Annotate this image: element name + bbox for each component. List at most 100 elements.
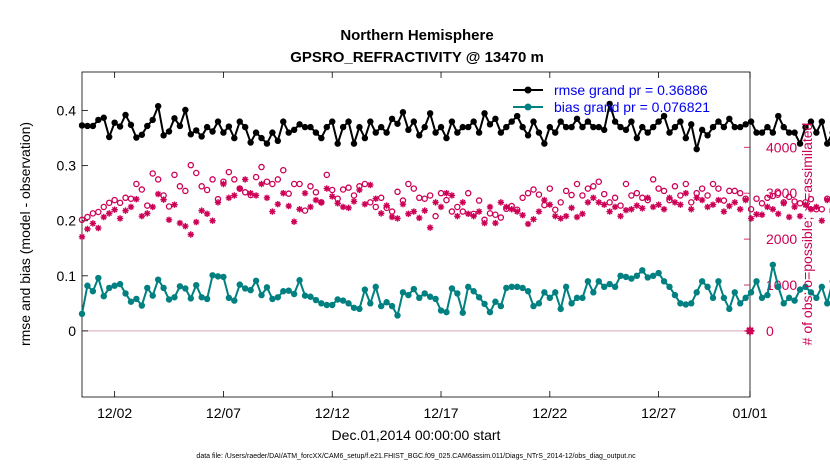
- assimilated-obs-point: [95, 224, 102, 232]
- possible-obs-point: [573, 180, 581, 188]
- bias-point: [345, 300, 352, 307]
- rmse-point: [508, 118, 515, 125]
- assimilated-obs-point: [225, 194, 233, 201]
- assimilated-obs-point: [383, 202, 390, 209]
- rmse-point: [203, 123, 211, 131]
- assimilated-obs-point: [269, 208, 276, 215]
- bias-point: [236, 281, 243, 288]
- rmse-point: [356, 123, 363, 131]
- bias-point: [606, 280, 613, 288]
- assimilated-obs-point: [377, 210, 385, 217]
- rmse-point: [497, 129, 505, 136]
- legend: rmse grand pr = 0.36886 bias grand pr = …: [513, 82, 710, 115]
- assimilated-obs-point: [590, 194, 597, 201]
- bias-point: [176, 283, 184, 290]
- bias-point: [165, 296, 173, 303]
- bias-point: [530, 302, 537, 310]
- bias-point: [595, 278, 602, 285]
- rmse-point: [606, 100, 613, 108]
- possible-obs-point: [682, 180, 690, 188]
- assimilated-obs-point: [492, 219, 499, 227]
- bias-point: [568, 300, 575, 307]
- legend-rmse-marker: [524, 86, 532, 94]
- assimilated-obs-point: [84, 225, 91, 233]
- bias-point: [149, 292, 156, 299]
- assimilated-obs-series: [78, 176, 830, 240]
- bias-point: [617, 272, 624, 280]
- rmse-point: [290, 126, 298, 134]
- right-y-tick-label: 2000: [766, 231, 797, 247]
- rmse-point: [753, 129, 760, 136]
- bias-point: [220, 273, 227, 281]
- rmse-point: [769, 129, 777, 136]
- bias-point: [307, 293, 314, 300]
- assimilated-obs-point: [307, 203, 314, 211]
- rmse-point: [160, 132, 167, 139]
- rmse-point: [742, 121, 749, 128]
- bias-point: [138, 302, 146, 309]
- possible-obs-point: [736, 189, 744, 197]
- assimilated-obs-point: [410, 208, 418, 215]
- data-file-footnote: data file: /Users/raeder/DAI/ATM_forcXX/…: [196, 453, 636, 460]
- rmse-point: [176, 122, 184, 130]
- possible-obs-point: [133, 180, 140, 188]
- assimilated-obs-point: [758, 211, 766, 218]
- bias-point: [497, 302, 505, 310]
- possible-obs-point: [225, 168, 233, 176]
- bias-point: [361, 286, 369, 293]
- possible-obs-series: [78, 161, 830, 224]
- assimilated-obs-point: [775, 210, 782, 218]
- rmse-point: [432, 129, 439, 136]
- assimilated-obs-point: [639, 205, 646, 212]
- rmse-point: [138, 131, 146, 138]
- assimilated-obs-point: [508, 206, 515, 213]
- bias-point: [824, 300, 830, 307]
- rmse-point: [666, 129, 673, 136]
- rmse-point: [524, 132, 532, 139]
- bias-point: [753, 278, 760, 285]
- assimilated-obs-point: [329, 193, 336, 200]
- possible-obs-point: [269, 180, 276, 188]
- assimilated-obs-point: [601, 201, 608, 208]
- rmse-point: [345, 118, 352, 125]
- bias-point: [296, 277, 303, 284]
- rmse-point: [383, 129, 390, 136]
- possible-obs-point: [775, 189, 782, 197]
- rmse-point: [611, 118, 619, 125]
- rmse-point: [715, 118, 722, 125]
- rmse-point: [394, 120, 401, 127]
- assimilated-obs-point: [345, 204, 352, 212]
- assimilated-obs-point: [361, 201, 369, 208]
- assimilated-obs-point: [236, 185, 243, 192]
- assimilated-obs-point: [557, 215, 564, 222]
- rmse-point: [241, 123, 249, 131]
- possible-obs-point: [606, 199, 613, 206]
- possible-obs-point: [660, 187, 668, 195]
- assimilated-obs-point: [655, 201, 662, 208]
- bias-point: [105, 284, 113, 292]
- assimilated-obs-point: [459, 199, 466, 206]
- bias-point: [704, 283, 711, 291]
- assimilated-obs-point: [731, 199, 738, 206]
- bias-point: [394, 312, 401, 319]
- bias-point: [611, 283, 619, 291]
- bias-point: [334, 296, 341, 303]
- rmse-point: [557, 118, 564, 125]
- bias-point: [84, 282, 91, 289]
- bias-point: [111, 282, 118, 289]
- x-tick-label: 12/07: [206, 405, 241, 421]
- assimilated-obs-point: [503, 203, 510, 211]
- bias-point: [377, 302, 385, 310]
- rmse-point: [617, 123, 624, 131]
- rmse-point: [813, 129, 820, 136]
- bias-point: [89, 288, 97, 295]
- possible-obs-point: [818, 206, 826, 213]
- bias-point: [388, 302, 396, 310]
- bias-point: [421, 290, 428, 297]
- possible-obs-point: [171, 171, 178, 179]
- bias-point: [590, 289, 597, 296]
- rmse-point: [655, 118, 662, 125]
- rmse-point: [459, 123, 466, 131]
- bias-point: [339, 297, 347, 304]
- assimilated-obs-point: [769, 206, 777, 213]
